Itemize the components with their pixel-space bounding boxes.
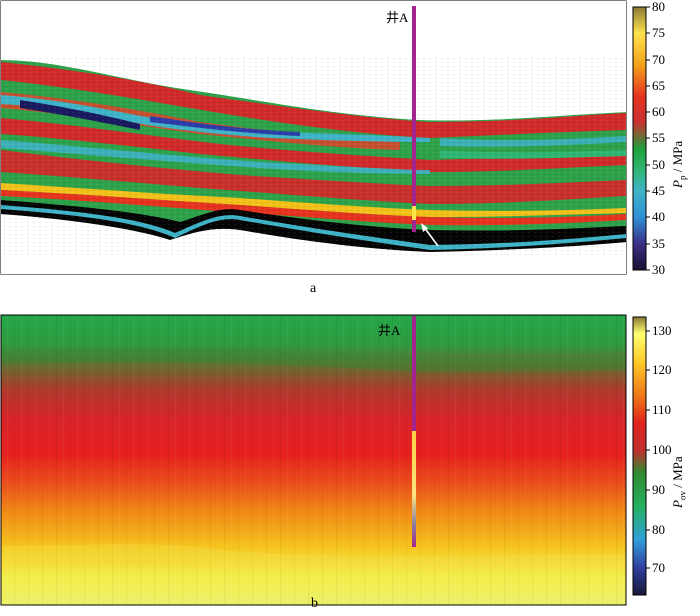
colorbar-a-tick-55: 55	[652, 130, 665, 145]
arrow-head-icon	[421, 223, 428, 232]
colorbar-a-tick-70: 70	[652, 52, 665, 67]
colorbar-b-tick-70: 70	[652, 560, 665, 575]
colorbar-b-sub: ov	[677, 491, 688, 501]
colorbar-b-tick-120: 120	[652, 362, 672, 377]
colorbar-b	[632, 316, 647, 596]
panel-b: 井A 130 120 110 100 90 80 70 Pov / MPa b	[0, 310, 700, 616]
colorbar-a-sub: p	[677, 175, 688, 181]
well-a-label-top: 井A	[386, 10, 409, 25]
colorbar-a-unit: / MPa	[670, 140, 685, 176]
colorbar-a-ticks	[646, 6, 650, 271]
colorbar-a-title: Pp / MPa	[670, 108, 688, 188]
colorbar-a-tick-35: 35	[652, 236, 665, 251]
colorbar-b-tick-80: 80	[652, 522, 665, 537]
colorbar-a-tick-50: 50	[652, 157, 665, 172]
colorbar-b-tick-110: 110	[652, 402, 672, 417]
colorbar-b-tick-100: 100	[652, 442, 672, 457]
colorbar-a	[632, 6, 647, 271]
panel-a: 井A 80 75 70 65 60 55 50 45 40 35 30 Pp /…	[0, 0, 700, 300]
well-a-trajectory	[412, 6, 416, 232]
well-b-label-top: 井A	[378, 323, 401, 338]
colorbar-a-var: P	[670, 180, 685, 188]
colorbar-b-unit: / MPa	[670, 456, 685, 492]
colorbar-a-tick-65: 65	[652, 78, 665, 93]
colorbar-a-tick-80: 80	[652, 0, 665, 14]
seismic-section-a	[1, 1, 626, 274]
colorbar-b-var: P	[670, 500, 685, 508]
colorbar-a-tick-60: 60	[652, 104, 665, 119]
panel-a-label: a	[310, 281, 317, 296]
arrow-indicator	[423, 226, 439, 247]
colorbar-a-tick-75: 75	[652, 25, 665, 40]
colorbar-b-title: Pov / MPa	[670, 428, 688, 508]
colorbar-b-tick-130: 130	[652, 323, 672, 338]
colorbar-b-ticks	[646, 330, 650, 569]
field-texture	[1, 315, 626, 605]
panel-b-frame	[0, 314, 627, 606]
well-a-high-pressure-segment	[412, 206, 416, 220]
colorbar-a-tick-30: 30	[652, 262, 665, 277]
panel-a-svg	[0, 0, 650, 275]
panel-b-label: b	[311, 596, 318, 611]
panel-b-svg	[0, 314, 650, 606]
colorbar-b-tick-90: 90	[652, 482, 665, 497]
well-b-log-segment	[412, 431, 416, 547]
colorbar-a-tick-45: 45	[652, 183, 665, 198]
well-b-trajectory	[412, 316, 416, 431]
colorbar-a-tick-40: 40	[652, 209, 665, 224]
